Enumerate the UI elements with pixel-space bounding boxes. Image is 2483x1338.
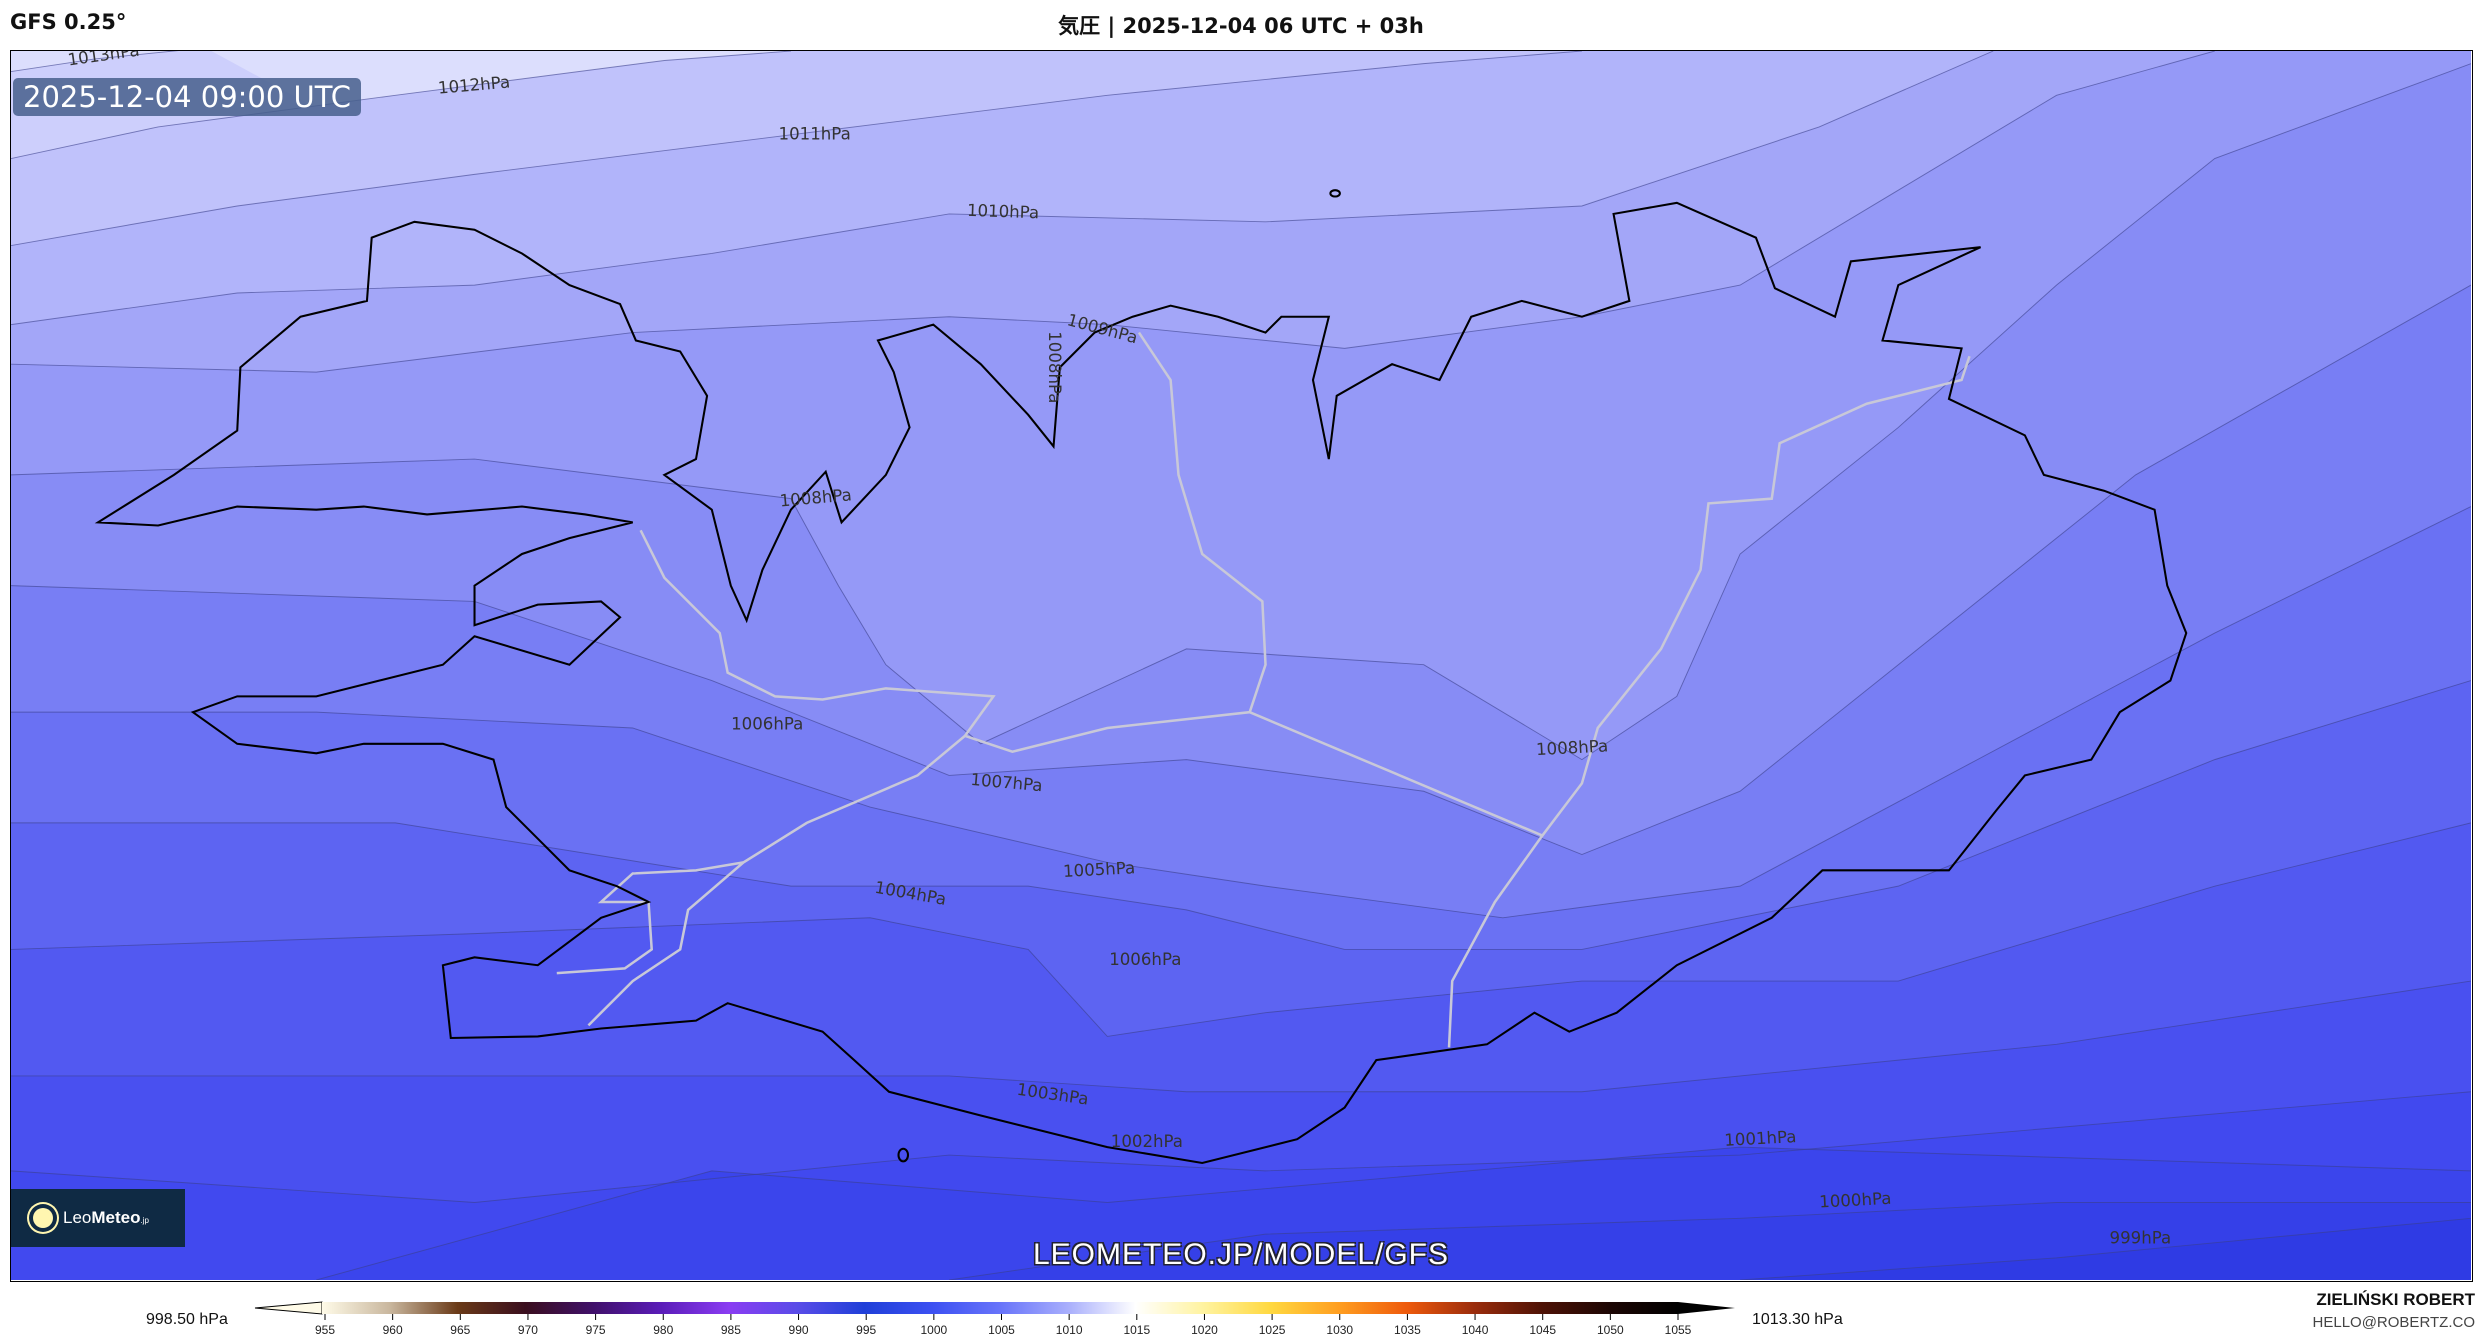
max-pressure-label: 1013.30 hPa	[1752, 1311, 1843, 1328]
leometeo-logo[interactable]: LeoMeteo.jp	[11, 1189, 185, 1247]
colorbar-tick-label: 955	[315, 1323, 335, 1337]
road	[556, 861, 744, 975]
colorbar-max-arrow	[1678, 1302, 1735, 1314]
island-coastline	[1329, 189, 1341, 198]
isobar-label: 1002hPa	[1111, 1132, 1183, 1151]
colorbar-tick-label: 1045	[1529, 1323, 1556, 1337]
colorbar-tick-label: 995	[856, 1323, 876, 1337]
road	[1249, 355, 1971, 838]
colorbar-min-arrow	[254, 1301, 323, 1315]
author-email[interactable]: HELLO@ROBERTZ.CO	[2312, 1314, 2475, 1331]
isobar-label: 1006hPa	[1109, 950, 1181, 969]
min-pressure-label: 998.50 hPa	[146, 1311, 228, 1328]
colorbar-tick-label: 1005	[988, 1323, 1015, 1337]
colorbar-tick-label: 1020	[1191, 1323, 1218, 1337]
isobar-label: 1008hPa	[1536, 736, 1609, 759]
colorbar-tick-label: 1050	[1597, 1323, 1624, 1337]
isobar	[11, 680, 2471, 950]
isobar	[11, 980, 2471, 1093]
isobar	[1740, 1217, 2471, 1280]
colorbar-tick-label: 1000	[920, 1323, 947, 1337]
colorbar-tick-label: 965	[450, 1323, 470, 1337]
isobar	[949, 1202, 2471, 1280]
isobar	[11, 506, 2471, 919]
isobar-label: 999hPa	[2110, 1229, 2172, 1248]
watermark-url: LEOMETEO.JP/MODEL/GFS	[1032, 1238, 1450, 1271]
isobar-label: 1011hPa	[779, 125, 851, 144]
isobar-labels: 1013hPa1012hPa1011hPa1010hPa1009hPa1008h…	[67, 51, 2172, 1248]
iceland-coastline	[94, 201, 2188, 1165]
pressure-band	[1740, 1218, 2471, 1280]
colorbar-tick-label: 970	[518, 1323, 538, 1337]
colorbar-gradient	[322, 1302, 1678, 1314]
road	[1447, 834, 1544, 1048]
isobar	[316, 1146, 2471, 1280]
isobar	[11, 51, 2215, 373]
valid-time-badge: 2025-12-04 09:00 UTC	[13, 78, 362, 116]
colorbar-tick-label: 1015	[1123, 1323, 1150, 1337]
isobar	[11, 51, 791, 160]
road	[587, 734, 966, 1027]
colorbar-tick-label: 1055	[1665, 1323, 1692, 1337]
colorbar-tick-label: 980	[653, 1323, 673, 1337]
colorbar-tick-label: 1025	[1259, 1323, 1286, 1337]
roads	[556, 331, 1971, 1048]
sun-icon	[33, 1208, 53, 1228]
pressure-bands	[11, 51, 2471, 1280]
isobar-label: 1006hPa	[731, 715, 803, 734]
isobar	[11, 51, 1582, 247]
colorbar-tick-label: 1035	[1394, 1323, 1421, 1337]
isobar	[11, 284, 2471, 856]
isobar-label: 1001hPa	[1724, 1127, 1797, 1150]
isobar-lines	[11, 51, 2471, 1280]
colorbar-tick-label: 960	[383, 1323, 403, 1337]
colorbar-tick-label: 1010	[1056, 1323, 1083, 1337]
colorbar-tick-label: 975	[586, 1323, 606, 1337]
colorbar: 955 960 965 970 975 980 985 990 995 1000 1005 1010 1…	[254, 1301, 1735, 1337]
map-title: 気圧 | 2025-12-04 06 UTC + 03h	[1058, 14, 1424, 38]
colorbar-tick-label: 985	[721, 1323, 741, 1337]
isobar	[11, 51, 1994, 326]
isobar	[11, 63, 2471, 761]
logo-text: LeoMeteo.jp	[63, 1208, 149, 1227]
author-name: ZIELIŃSKI ROBERT	[2316, 1290, 2475, 1309]
colorbar-tick-label: 1040	[1462, 1323, 1489, 1337]
isobar	[11, 51, 179, 73]
isobar-label: 1005hPa	[1063, 858, 1136, 881]
colorbar-tick-label: 1030	[1326, 1323, 1353, 1337]
isobar-label: 1010hPa	[967, 201, 1040, 223]
model-name: GFS 0.25°	[10, 10, 127, 34]
coastline	[94, 189, 2188, 1165]
isobar-label: 1000hPa	[1819, 1189, 1892, 1212]
colorbar-tick-label: 990	[789, 1323, 809, 1337]
isobar-label: 1008hPa	[1045, 331, 1064, 403]
island-coastline	[897, 1147, 910, 1163]
isobar	[11, 1091, 2471, 1203]
isobar	[11, 822, 2471, 1037]
road	[639, 331, 1267, 754]
pressure-map: 1013hPa 1012hPa 1011hPa 1010hPa 1009hPa 1008h…	[10, 50, 2473, 1282]
